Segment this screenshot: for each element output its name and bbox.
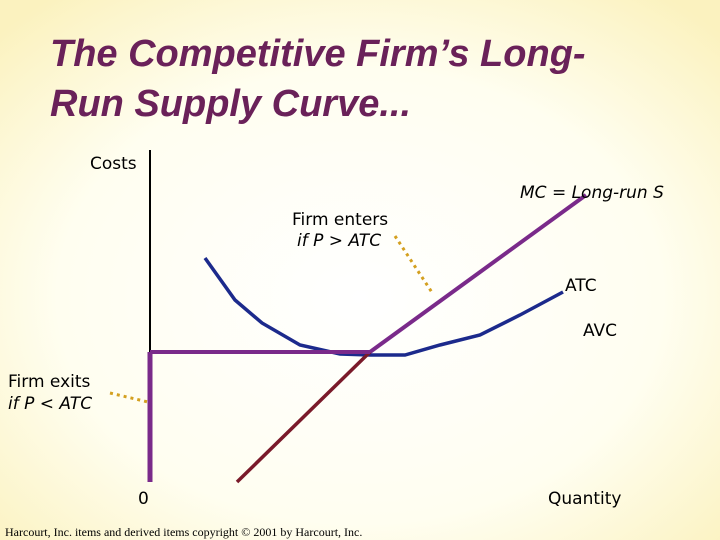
y-axis-label: Costs xyxy=(90,154,137,174)
origin-label: 0 xyxy=(138,489,149,509)
long-run-supply xyxy=(368,193,588,354)
atc-label: ATC xyxy=(565,276,597,296)
avc-label: AVC xyxy=(583,321,617,341)
x-axis-label: Quantity xyxy=(548,489,621,509)
footer: Harcourt, Inc. items and derived items c… xyxy=(5,525,362,539)
enter-label: if P > ATC xyxy=(297,231,381,251)
mc-label: MC = Long-run S xyxy=(520,183,664,203)
enter-label: Firm enters xyxy=(292,210,388,230)
title-line: Run Supply Curve... xyxy=(50,83,411,125)
leader xyxy=(393,235,435,295)
title-line: The Competitive Firm’s Long- xyxy=(50,33,586,75)
mc-lower xyxy=(235,350,372,484)
atc-curve xyxy=(203,256,564,357)
exit-label: Firm exits xyxy=(8,372,91,392)
exit-label: if P < ATC xyxy=(8,394,92,414)
